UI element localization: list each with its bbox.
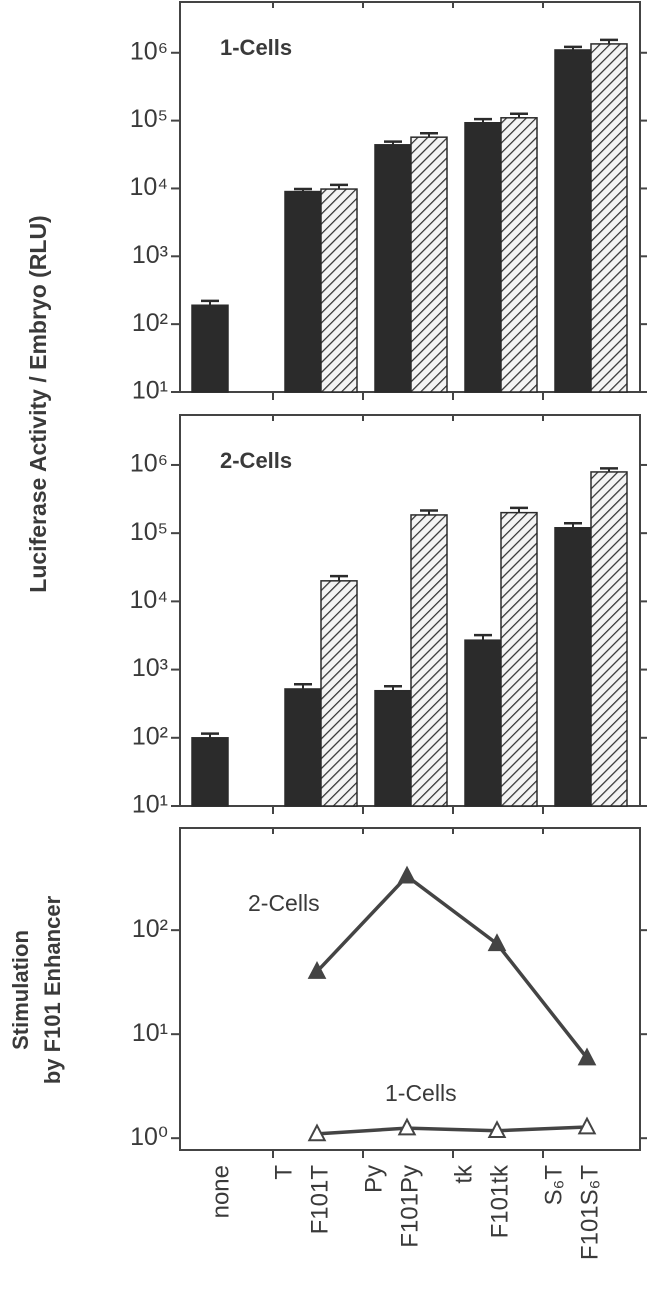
bar — [284, 190, 322, 393]
bar — [374, 689, 412, 807]
bar — [191, 737, 229, 807]
marker — [487, 933, 507, 952]
line — [315, 873, 589, 1060]
bar — [590, 43, 628, 393]
panel-title: 2-Cells — [220, 448, 292, 473]
marker — [307, 1123, 327, 1142]
y-axis-label: Stimulation — [8, 930, 33, 1050]
line — [316, 1125, 588, 1136]
y-tick-label: 10⁰ — [130, 1123, 168, 1151]
marker — [487, 1120, 507, 1139]
x-tick-label: tk — [450, 1164, 477, 1184]
bar — [500, 511, 538, 807]
bar — [410, 136, 448, 393]
x-tick-label: F101Py — [396, 1165, 423, 1248]
y-tick-label: 10⁴ — [129, 586, 168, 614]
y-tick-label: 10⁶ — [130, 37, 168, 65]
y-tick-label: 10⁶ — [130, 450, 168, 478]
bar — [320, 188, 358, 393]
y-tick-label: 10² — [132, 915, 168, 943]
plot-frame — [179, 827, 641, 1151]
x-tick-label: none — [207, 1165, 234, 1218]
series-label: 1-Cells — [385, 1080, 457, 1106]
marker — [577, 1116, 597, 1135]
panel-title: 1-Cells — [220, 35, 292, 60]
y-axis-label: by F101 Enhancer — [40, 895, 65, 1084]
bar — [284, 688, 322, 807]
x-tick-label: Py — [360, 1165, 387, 1193]
bar — [554, 527, 592, 807]
y-tick-label: 10³ — [132, 654, 168, 682]
bar — [320, 580, 358, 807]
series-label: 2-Cells — [248, 890, 320, 916]
y-tick-label: 10³ — [132, 241, 168, 269]
marker — [397, 865, 417, 884]
x-tick-label: F101T — [306, 1165, 333, 1235]
y-axis-label: Luciferase Activity / Embryo (RLU) — [25, 215, 51, 592]
y-tick-label: 10⁴ — [129, 173, 168, 201]
y-tick-label: 10¹ — [132, 377, 168, 405]
bar — [554, 49, 592, 393]
y-tick-label: 10¹ — [132, 791, 168, 819]
bar — [410, 514, 448, 807]
bar — [191, 304, 229, 393]
marker — [307, 961, 327, 979]
bar — [374, 144, 412, 393]
y-tick-label: 10² — [132, 722, 168, 750]
x-tick-label: S₆T — [540, 1165, 567, 1206]
y-tick-label: 10² — [132, 309, 168, 337]
bar — [500, 117, 538, 393]
y-tick-label: 10¹ — [132, 1019, 168, 1047]
x-tick-label: T — [270, 1165, 297, 1180]
y-tick-label: 10⁵ — [130, 105, 168, 133]
marker — [397, 1117, 417, 1136]
x-tick-label: F101S₆T — [576, 1165, 603, 1260]
bar — [464, 121, 502, 393]
marker — [577, 1047, 597, 1066]
x-tick-label: F101tk — [486, 1164, 513, 1238]
bar — [590, 471, 628, 807]
bar — [464, 639, 502, 807]
y-tick-label: 10⁵ — [130, 518, 168, 546]
